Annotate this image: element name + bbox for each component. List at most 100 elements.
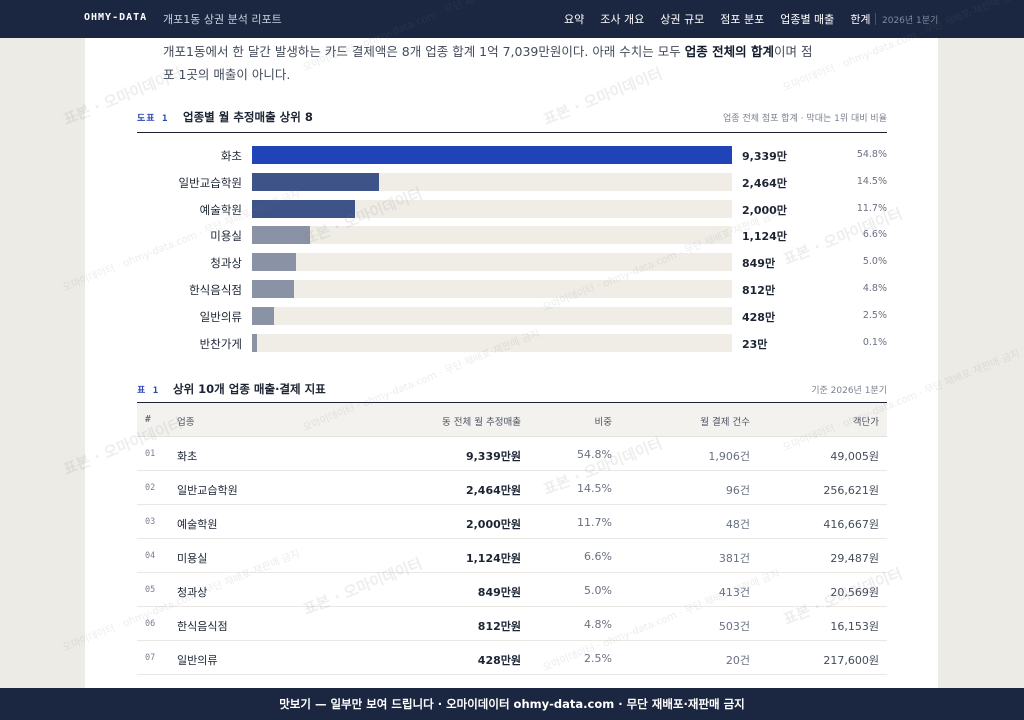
bar bbox=[252, 172, 379, 191]
row-share: 2.5% bbox=[584, 652, 612, 665]
bar-track bbox=[252, 333, 732, 352]
row-count: 413건 bbox=[718, 586, 750, 599]
intro-paragraph: 개포1동에서 한 달간 발생하는 카드 결제액은 8개 업종 합계 1억 7,0… bbox=[163, 40, 823, 86]
row-number: 07 bbox=[145, 653, 156, 663]
bar-row: 일반교습학원 2,464만 14.5% bbox=[137, 172, 887, 193]
bar-row: 화초 9,339만 54.8% bbox=[137, 146, 887, 166]
bar-label: 예술학원 bbox=[199, 202, 242, 217]
row-number: 02 bbox=[145, 483, 156, 493]
row-category: 미용실 bbox=[177, 552, 208, 565]
bar bbox=[252, 280, 294, 298]
bar bbox=[252, 253, 296, 272]
metrics-table: # 업종 동 전체 월 추정매출 비중 월 결제 건수 객단가 01 화초 9,33… bbox=[137, 403, 887, 675]
row-number: 04 bbox=[145, 551, 156, 561]
row-avg-price: 16,153원 bbox=[830, 620, 879, 633]
table-row: 06 한식음식점 812만원 4.8% 503건 16,153원 bbox=[137, 607, 887, 641]
row-sales: 812만원 bbox=[477, 620, 521, 633]
bar-value-label: 849만 bbox=[742, 257, 776, 271]
row-sales: 2,464만원 bbox=[465, 484, 521, 497]
bar-value-label: 2,464만 bbox=[742, 176, 787, 190]
table-head-row: # 업종 동 전체 월 추정매출 비중 월 결제 건수 객단가 bbox=[137, 403, 887, 437]
row-avg-price: 20,569원 bbox=[830, 586, 879, 599]
table-code: 표 1 bbox=[137, 386, 160, 396]
row-share: 5.0% bbox=[584, 584, 612, 597]
nav-item-market-size[interactable]: 상권 규모 bbox=[660, 13, 705, 26]
bar-track bbox=[252, 306, 732, 325]
table-header: 표 1 상위 10개 업종 매출·결제 지표 기준 2026년 1분기 bbox=[137, 380, 887, 400]
row-number: 01 bbox=[145, 449, 156, 459]
period-label: 2026년 1분기 bbox=[882, 16, 938, 26]
bar bbox=[252, 333, 257, 352]
table-row: 05 청과상 849만원 5.0% 413건 20,569원 bbox=[137, 573, 887, 607]
intro-text: 개포1동에서 한 달간 발생하는 카드 결제액은 8개 업종 합계 1억 7,0… bbox=[163, 44, 685, 59]
row-number: 06 bbox=[145, 619, 156, 629]
row-number: 03 bbox=[145, 517, 156, 527]
row-share: 4.8% bbox=[584, 618, 612, 631]
bar-share-label: 11.7% bbox=[856, 202, 887, 214]
row-category: 예술학원 bbox=[177, 518, 218, 531]
bar-value-label: 2,000만 bbox=[742, 203, 787, 217]
row-category: 한식음식점 bbox=[177, 620, 228, 633]
figure-rule bbox=[137, 132, 887, 133]
bar-share-label: 14.5% bbox=[856, 175, 887, 187]
table-body: 01 화초 9,339만원 54.8% 1,906건 49,005원 02 일반교습학원 2,4… bbox=[137, 437, 887, 675]
col-header-no: # bbox=[145, 414, 151, 425]
nav-item-overview[interactable]: 조사 개요 bbox=[600, 13, 645, 26]
bar-label: 화초 bbox=[220, 149, 242, 163]
bar-share-label: 0.1% bbox=[862, 336, 887, 348]
bar-track bbox=[252, 172, 732, 191]
bar-track bbox=[252, 226, 732, 245]
bar bbox=[252, 199, 355, 218]
table-row: 03 예술학원 2,000만원 11.7% 48건 416,667원 bbox=[137, 505, 887, 539]
row-count: 381건 bbox=[718, 552, 750, 565]
bar-label: 일반의류 bbox=[199, 309, 242, 324]
preview-footer-banner: 맛보기 — 일부만 보여 드립니다 · 오마이데이터 ohmy-data.com… bbox=[0, 688, 1024, 720]
figure-note: 업종 전체 점포 합계 · 막대는 1위 대비 비율 bbox=[723, 114, 887, 124]
row-avg-price: 416,667원 bbox=[823, 518, 879, 531]
report-title: 개포1동 상권 분석 리포트 bbox=[163, 13, 282, 26]
row-avg-price: 29,487원 bbox=[830, 552, 879, 565]
row-count: 503건 bbox=[718, 620, 750, 633]
bar-label: 한식음식점 bbox=[189, 283, 242, 297]
row-sales: 849만원 bbox=[477, 586, 521, 599]
intro-text-end: 이며 점포 1곳의 매출이 아니다. bbox=[163, 44, 813, 82]
bar-label: 일반교습학원 bbox=[178, 175, 242, 190]
row-sales: 2,000만원 bbox=[465, 518, 521, 531]
row-share: 6.6% bbox=[584, 550, 612, 563]
row-category: 청과상 bbox=[177, 586, 208, 599]
brand-logo[interactable]: OHMY-DATA bbox=[84, 12, 148, 23]
col-header-category: 업종 bbox=[177, 417, 195, 428]
col-header-share: 비중 bbox=[594, 417, 612, 428]
nav-item-store-distribution[interactable]: 점포 분포 bbox=[720, 13, 765, 26]
bar-value-label: 812만 bbox=[742, 284, 776, 297]
bar-track bbox=[252, 199, 732, 218]
bar-share-label: 6.6% bbox=[862, 229, 887, 241]
row-count: 20건 bbox=[725, 654, 750, 667]
table-row: 04 미용실 1,124만원 6.6% 381건 29,487원 bbox=[137, 539, 887, 573]
row-category: 일반의류 bbox=[177, 654, 218, 667]
col-header-price: 객단가 bbox=[852, 417, 879, 428]
table-rule bbox=[137, 402, 887, 403]
row-count: 48건 bbox=[725, 518, 750, 531]
nav-item-sales-by-category[interactable]: 업종별 매출 bbox=[780, 13, 835, 26]
bar-track bbox=[252, 146, 732, 164]
row-avg-price: 49,005원 bbox=[830, 450, 879, 463]
bar bbox=[252, 146, 732, 164]
nav-divider bbox=[875, 13, 876, 25]
bar-row: 한식음식점 812만 4.8% bbox=[137, 280, 887, 300]
row-count: 1,906건 bbox=[708, 450, 750, 463]
bar-track bbox=[252, 253, 732, 272]
bar-value-label: 9,339만 bbox=[742, 150, 787, 163]
bar-row: 청과상 849만 5.0% bbox=[137, 253, 887, 273]
bar-share-label: 2.5% bbox=[862, 309, 887, 321]
bar bbox=[252, 226, 310, 245]
nav-item-summary[interactable]: 요약 bbox=[564, 13, 585, 26]
bar-row: 예술학원 2,000만 11.7% bbox=[137, 199, 887, 220]
bar-value-label: 1,124만 bbox=[742, 230, 787, 244]
table-row: 01 화초 9,339만원 54.8% 1,906건 49,005원 bbox=[137, 437, 887, 471]
bar-value-label: 23만 bbox=[742, 337, 768, 351]
table-title: 상위 10개 업종 매출·결제 지표 bbox=[173, 382, 326, 396]
row-avg-price: 256,621원 bbox=[823, 484, 879, 497]
figure-title: 업종별 월 추정매출 상위 8 bbox=[183, 110, 313, 124]
nav-item-limitations[interactable]: 한계 bbox=[850, 13, 871, 26]
